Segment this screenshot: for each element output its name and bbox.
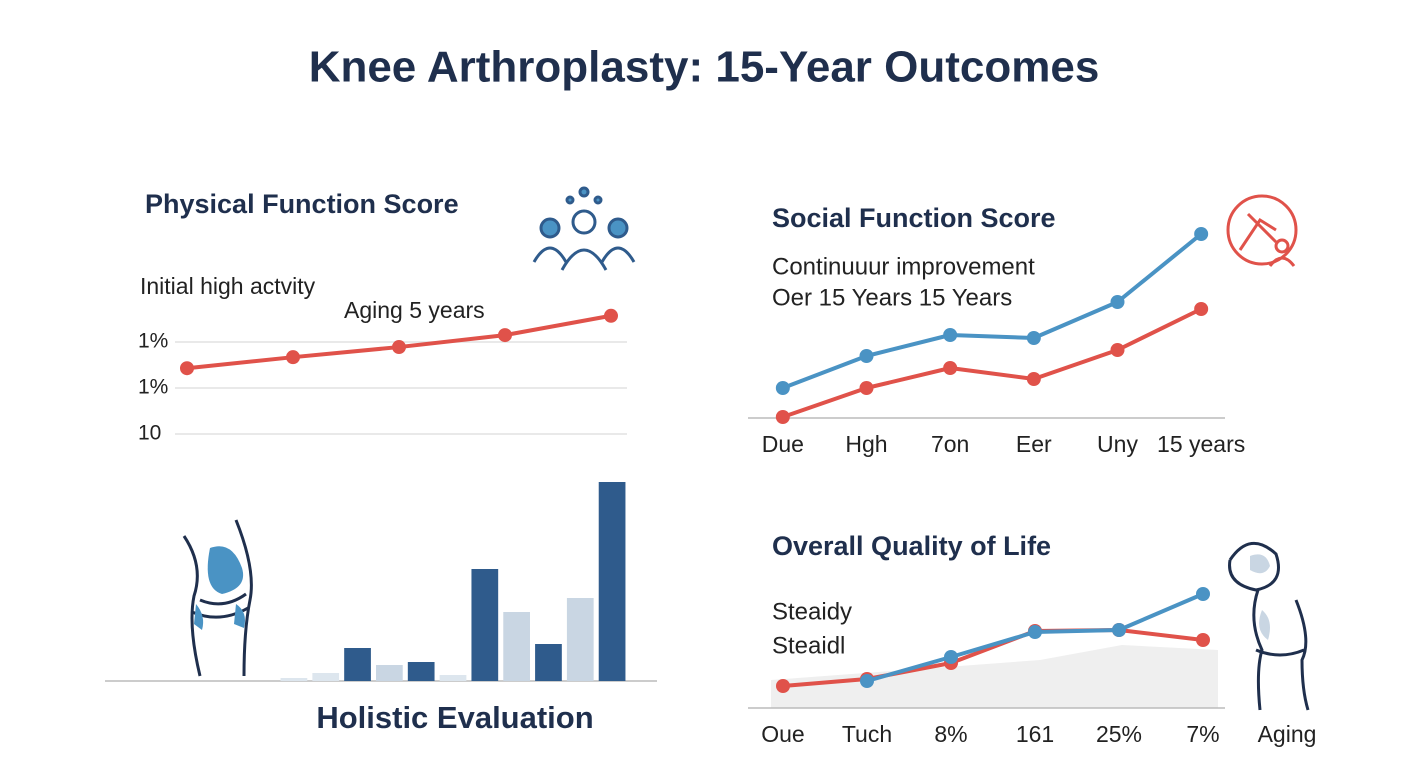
- y-tick-label: 1%: [138, 376, 168, 399]
- y-tick-label: 10: [138, 422, 161, 445]
- point: [776, 679, 790, 693]
- bar: [312, 673, 340, 681]
- main-title: Knee Arthroplasty: 15-Year Outcomes: [309, 43, 1100, 92]
- bar: [471, 569, 499, 681]
- point: [392, 340, 406, 355]
- bar: [503, 612, 530, 681]
- point: [1194, 227, 1209, 241]
- point: [1112, 623, 1126, 637]
- point: [944, 650, 958, 664]
- point: [775, 381, 790, 395]
- people-icon: [532, 186, 636, 271]
- y-tick-label: 1%: [138, 330, 168, 353]
- x-tick-label: Eer: [1016, 431, 1052, 457]
- point: [1110, 295, 1125, 309]
- x-tick-label: 7%: [1186, 721, 1219, 747]
- bar: [407, 662, 435, 681]
- point: [860, 674, 874, 688]
- x-tick-label: Due: [762, 431, 804, 457]
- subtitle: Oer 15 Years 15 Years: [772, 284, 1012, 311]
- bar: [344, 648, 371, 681]
- point: [1194, 302, 1209, 316]
- x-tick-label: Aging: [1258, 721, 1317, 747]
- x-tick-label: Tuch: [842, 721, 892, 747]
- bar: [566, 598, 594, 681]
- point: [286, 350, 300, 365]
- bar: [280, 678, 308, 681]
- bar: [376, 665, 403, 681]
- point: [775, 410, 790, 424]
- point: [1026, 372, 1041, 386]
- point: [943, 328, 958, 342]
- annotation: Aging 5 years: [344, 297, 485, 323]
- x-tick-label: Hgh: [845, 431, 887, 457]
- x-tick-label: Uny: [1097, 431, 1138, 457]
- bar: [439, 675, 467, 681]
- x-tick-label: 15 years: [1157, 431, 1245, 457]
- annotation: Initial high actvity: [140, 273, 316, 299]
- point: [943, 361, 958, 375]
- chart-title: Social Function Score: [772, 203, 1056, 233]
- line: [782, 307, 1203, 419]
- point: [498, 328, 512, 343]
- x-tick-label: 7on: [931, 431, 969, 457]
- joint-icon: [1228, 542, 1310, 711]
- point: [1028, 625, 1042, 639]
- x-tick-label: 25%: [1096, 721, 1142, 747]
- injury-icon: [1226, 194, 1298, 267]
- point: [1110, 343, 1125, 357]
- point: [1196, 587, 1210, 601]
- bar: [535, 644, 562, 681]
- x-tick-label: Oue: [761, 721, 804, 747]
- x-tick-label: 161: [1016, 721, 1054, 747]
- background-area: [771, 645, 1218, 708]
- point: [1196, 633, 1210, 647]
- point: [1026, 331, 1041, 345]
- x-tick-label: 8%: [934, 721, 967, 747]
- point: [604, 308, 618, 323]
- chart-title: Overall Quality of Life: [772, 531, 1051, 561]
- bar: [598, 482, 626, 681]
- point: [859, 349, 874, 363]
- line: [782, 628, 1204, 688]
- chart-title: Holistic Evaluation: [316, 700, 593, 735]
- line: [782, 232, 1203, 390]
- chart-title: Physical Function Score: [145, 189, 459, 219]
- point: [859, 381, 874, 395]
- subtitle: Steaidl: [772, 632, 845, 659]
- subtitle: Steaidy: [772, 598, 852, 625]
- knee-icon: [182, 519, 253, 677]
- point: [180, 361, 194, 376]
- subtitle: Continuuur improvement: [772, 253, 1035, 280]
